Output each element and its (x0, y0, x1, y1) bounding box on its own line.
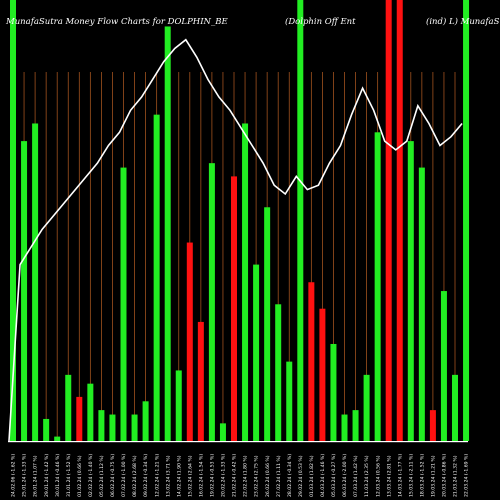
bar (429, 410, 436, 441)
x-tick-label: 25.01.24 (-1.33 %) (22, 454, 28, 497)
x-tick-label: 18.03.24 (-1.52 %) (419, 454, 425, 497)
bar (208, 163, 215, 442)
x-tick-label: 15.03.24 (-2.11 %) (408, 454, 414, 497)
bar (363, 374, 370, 441)
bar (440, 291, 447, 441)
x-tick-label: 21.03.24 (1.32 %) (453, 455, 459, 497)
x-tick-label: 06.02.24 (-0.75 %) (110, 454, 116, 497)
money-flow-line (8, 38, 463, 442)
x-tick-label: 02.02.24 (-1.40 %) (88, 454, 94, 497)
bar (186, 242, 193, 441)
x-tick-label: 01.02.24 (0.66 %) (77, 455, 83, 497)
bar (463, 0, 470, 441)
x-tick-label: 24.02.06 (-1.62 %) (11, 454, 17, 497)
x-tick-label: 20.02.24 (-1.33 %) (221, 454, 227, 497)
bar (131, 414, 138, 441)
x-tick-label: 13.03.24 (2.81 %) (386, 455, 392, 497)
x-tick-label: 26.02.24 (0.66 %) (265, 455, 271, 497)
bar (21, 141, 28, 441)
bar (175, 370, 182, 441)
x-tick-label: 23.02.24 (2.75 %) (254, 455, 260, 497)
bar (87, 383, 94, 441)
bar (242, 123, 249, 441)
bar (264, 207, 271, 441)
x-tick-label: 08.02.24 (2.68 %) (132, 455, 138, 497)
x-tick-label: 01.03.24 (1.82 %) (309, 455, 315, 497)
x-tick-label: 12.03.24 (0.56 %) (375, 455, 381, 497)
bar (330, 343, 337, 441)
x-tick-label: 05.03.24 (-0.27 %) (331, 454, 337, 497)
x-tick-label: 27.02.24 (1.11 %) (276, 455, 282, 497)
bar (308, 282, 315, 441)
bar (120, 167, 127, 441)
chart-title-mid: (Dolphin Off Ent (285, 16, 356, 27)
x-tick-label: 21.02.24 (-0.42 %) (232, 454, 238, 497)
bar (98, 410, 105, 441)
bar (286, 361, 293, 441)
bar (54, 436, 61, 441)
x-tick-label: 04.03.24 (-1.46 %) (320, 454, 326, 497)
x-tick-label: 15.02.24 (2.64 %) (187, 455, 193, 497)
bar (407, 141, 414, 441)
x-tick-label: 19.02.24 (-0.53 %) (210, 454, 216, 497)
bar (197, 321, 204, 441)
bar (43, 418, 50, 441)
bar (219, 423, 226, 441)
x-tick-label: 28.02.24 (-0.34 %) (287, 454, 293, 497)
bar (142, 401, 149, 441)
x-tick-label: 29.01.24 (-1.42 %) (44, 454, 50, 497)
x-tick-label: 05.02.24 (1.12 %) (99, 455, 105, 497)
bar (385, 0, 392, 441)
x-tick-label: 14.02.24 (1.90 %) (176, 455, 182, 497)
x-tick-label: 12.02.24 (-1.21 %) (154, 454, 160, 497)
bar (253, 264, 260, 441)
bar (396, 0, 403, 441)
x-tick-label: 14.03.24 (-1.77 %) (397, 454, 403, 497)
x-tick-label: 31.01.24 (-1.52 %) (66, 454, 72, 497)
bar (109, 414, 116, 441)
bar (65, 374, 72, 441)
x-tick-label: 11.03.24 (2.35 %) (364, 455, 370, 497)
x-tick-label: 16.02.24 (-1.54 %) (198, 454, 204, 497)
bar (153, 114, 160, 441)
chart-title-left: MunafaSutra Money Flow Charts for DOLPHI… (5, 17, 228, 27)
bar (341, 414, 348, 441)
bar (452, 374, 458, 441)
x-tick-label: 26.01.24 (1.07 %) (33, 455, 39, 497)
bar (297, 0, 304, 441)
x-tick-label: 22.03.24 (-1.69 %) (464, 454, 470, 497)
bar (231, 176, 237, 441)
chart-title-right: (ind) L) MunafaSutra (426, 16, 500, 27)
x-tick-labels: 24.02.06 (-1.62 %) 25.01.24 (-1.33 %) 26.0… (11, 454, 470, 497)
x-tick-label: 30.01.24 (-0.46 %) (55, 454, 61, 497)
bar (319, 308, 326, 441)
bar (374, 132, 381, 442)
x-tick-label: 19.03.24 (1.21 %) (431, 455, 437, 497)
x-tick-label: 06.03.24 (-2.00 %) (342, 454, 348, 497)
bar (10, 0, 16, 441)
x-axis-baseline (8, 441, 468, 443)
bar (418, 167, 425, 441)
x-tick-label: 22.02.24 (1.80 %) (243, 455, 249, 497)
bar (76, 396, 83, 441)
x-tick-label: 07.03.24 (1.42 %) (353, 455, 359, 497)
bar (32, 123, 39, 441)
bar-series (10, 0, 470, 442)
bar (352, 410, 359, 441)
x-tick-label: 07.02.24 (-1.00 %) (121, 454, 127, 497)
x-tick-label: 13.02.24 (3.71 %) (165, 455, 171, 497)
x-tick-label: 29.02.24 (0.53 %) (298, 455, 304, 497)
bar (275, 304, 282, 441)
bar (164, 26, 171, 442)
x-tick-label: 20.03.24 (-0.86 %) (442, 454, 448, 497)
x-tick-label: 09.02.24 (-0.34 %) (143, 454, 149, 497)
